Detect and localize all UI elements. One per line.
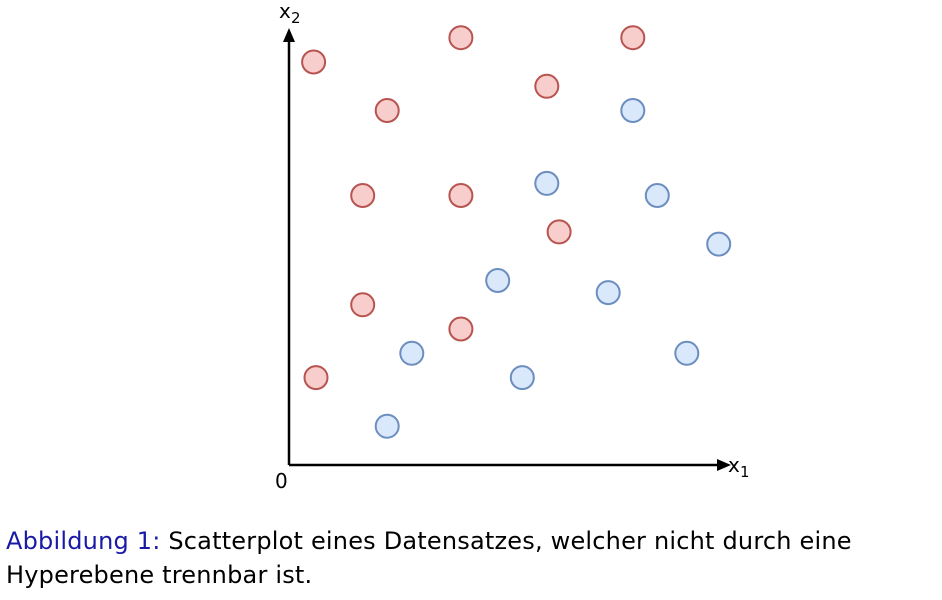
data-point-series1-8 — [546, 219, 572, 245]
data-point-series2-3 — [644, 183, 670, 208]
y-axis-label: x — [279, 0, 291, 23]
data-point-series2-1 — [620, 98, 646, 123]
axes: x 1 x 2 0 — [275, 0, 750, 493]
data-point-series1-3 — [620, 25, 646, 51]
data-points — [301, 25, 732, 439]
data-point-series1-2 — [448, 25, 474, 51]
origin-label: 0 — [275, 469, 288, 493]
data-point-series1-4 — [534, 73, 560, 99]
scatter-plot: x 1 x 2 0 — [275, 0, 750, 493]
data-point-series2-6 — [595, 280, 621, 306]
data-point-series2-5 — [485, 268, 511, 293]
data-point-series2-7 — [399, 340, 425, 366]
data-point-series1-11 — [303, 365, 329, 391]
figure-caption: Abbildung 1: Scatterplot eines Datensatz… — [6, 524, 936, 592]
data-point-series2-9 — [509, 365, 535, 391]
data-point-series2-4 — [706, 231, 732, 257]
y-axis-arrow-icon — [283, 28, 295, 42]
data-point-series1-5 — [374, 98, 400, 123]
data-point-series1-6 — [350, 183, 376, 208]
caption-text-line2: Hyperebene trennbar ist. — [6, 561, 313, 589]
x-axis-label: x — [728, 453, 740, 477]
data-point-series1-1 — [301, 49, 327, 75]
x-axis-arrow-icon — [717, 459, 731, 471]
y-axis-label-subscript: 2 — [291, 9, 301, 27]
data-point-series2-10 — [374, 413, 400, 439]
x-axis-label-subscript: 1 — [740, 463, 750, 481]
data-point-series2-2 — [534, 170, 560, 196]
data-point-series1-9 — [350, 292, 376, 318]
caption-text-line1: Scatterplot eines Datensatzes, welcher n… — [168, 527, 852, 555]
caption-label: Abbildung 1: — [6, 527, 161, 555]
data-point-series1-7 — [448, 183, 474, 208]
data-point-series1-10 — [448, 316, 474, 342]
data-point-series2-8 — [674, 340, 700, 366]
